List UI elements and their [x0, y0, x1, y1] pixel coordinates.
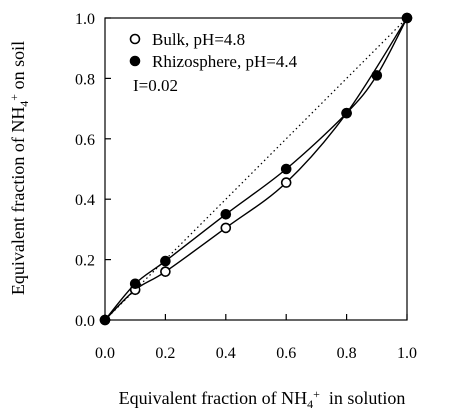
legend-marker-bulk: [129, 33, 141, 45]
data-point-rhizosphere: [371, 70, 383, 81]
data-point-rhizosphere: [220, 209, 232, 220]
legend: Bulk, pH=4.8 Rhizosphere, pH=4.4 I=0.02: [129, 30, 298, 95]
y-tick-label: 0.4: [75, 192, 95, 209]
x-tick-label: 0.0: [95, 345, 115, 362]
data-point-rhizosphere: [160, 255, 171, 267]
legend-marker-rhizosphere: [129, 55, 141, 67]
y-tick-label: 0.6: [75, 132, 95, 149]
x-tick-label: 1.0: [397, 345, 417, 362]
plot-frame: [104, 17, 408, 321]
data-point-rhizosphere: [280, 163, 292, 175]
data-point-rhizosphere: [129, 278, 141, 290]
y-tick-label: 0.2: [75, 253, 95, 270]
y-tick-label: 0.0: [75, 313, 95, 330]
legend-label-bulk: Bulk, pH=4.8: [152, 30, 245, 49]
x-tick-label: 0.2: [155, 345, 175, 362]
one-to-one-dotted-line: [104, 17, 408, 321]
y-axis-label: Equivalent fraction of NH4+ on soil: [7, 41, 31, 295]
data-point-bulk: [220, 222, 232, 234]
x-axis-label: Equivalent fraction of NH4+ in solution: [119, 387, 406, 411]
x-tick-label: 0.4: [216, 345, 236, 362]
y-tick-label: 0.8: [75, 71, 95, 88]
data-point-rhizosphere: [99, 314, 111, 326]
x-tick-label: 0.8: [337, 345, 357, 362]
data-point-bulk: [160, 266, 171, 277]
legend-label-rhizosphere: Rhizosphere, pH=4.4: [152, 52, 298, 71]
data-point-rhizosphere: [341, 107, 352, 119]
plot-area: 0.0 0.2 0.4 0.6 0.8 1.0 0.0 0.2 0.4 0.6 0.8 1.0: [75, 11, 417, 362]
data-point-bulk: [280, 177, 292, 188]
data-point-rhizosphere: [401, 12, 413, 24]
x-tick-label: 0.6: [276, 345, 296, 362]
y-tick-label: 1.0: [75, 11, 95, 28]
ionic-strength-annotation: I=0.02: [133, 76, 178, 95]
